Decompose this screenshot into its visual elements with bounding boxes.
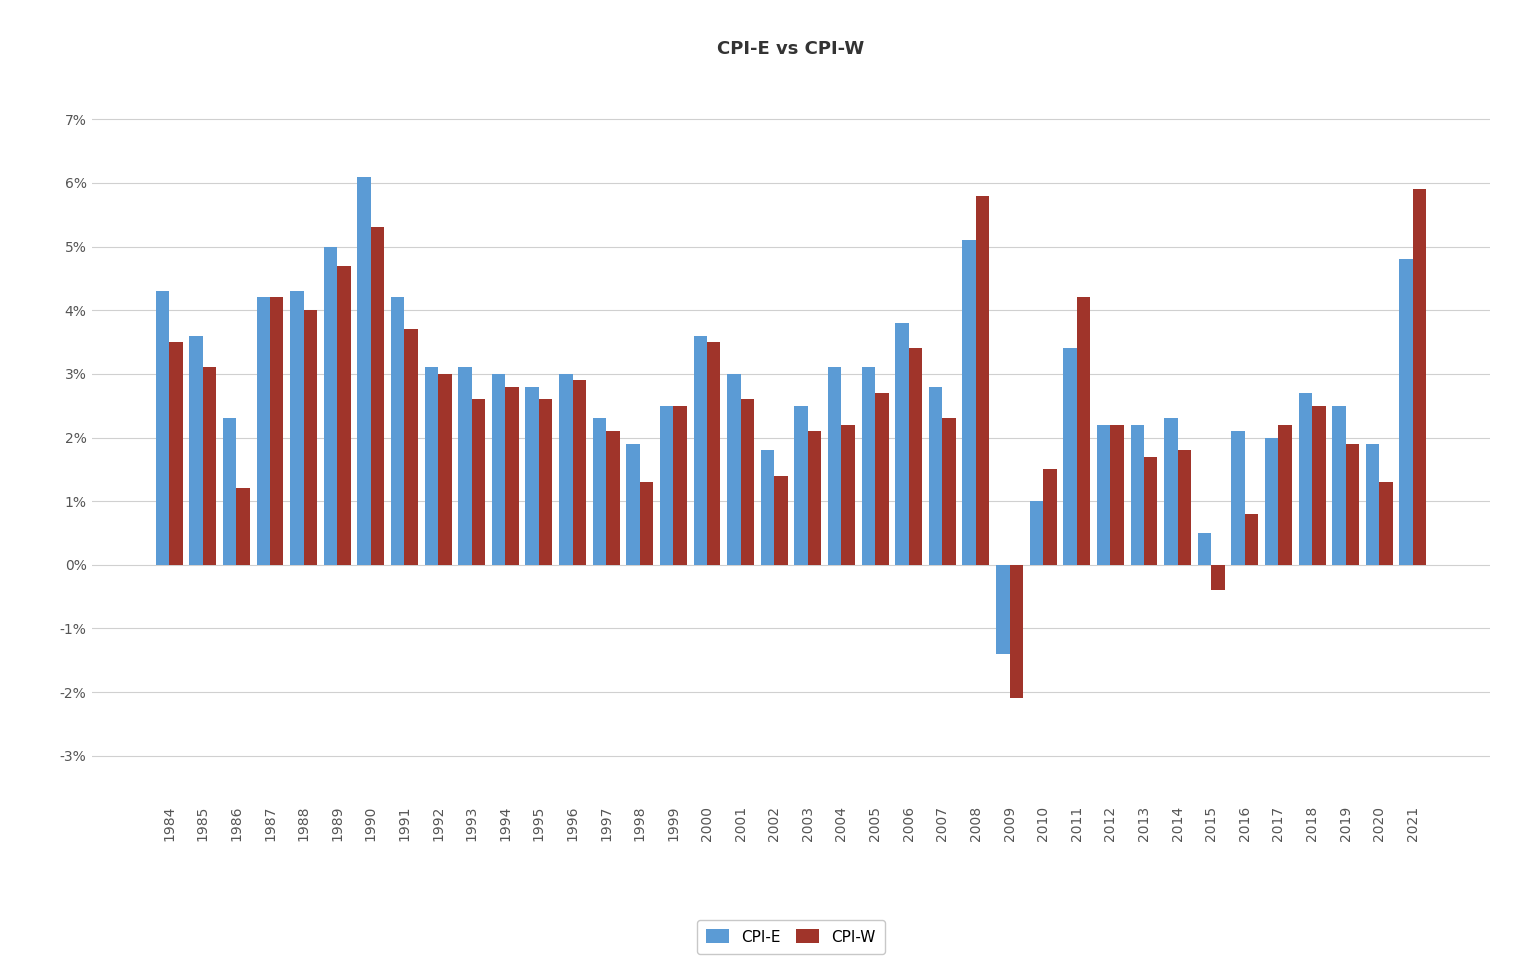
Bar [607, 431, 619, 565]
Bar [660, 406, 673, 565]
Bar [169, 342, 183, 565]
Bar [1144, 457, 1158, 565]
Bar [1366, 444, 1379, 565]
Bar [559, 374, 573, 565]
Bar [1077, 298, 1091, 565]
Bar [909, 348, 922, 565]
Bar [1298, 393, 1312, 565]
Bar [270, 298, 284, 565]
Bar [370, 227, 384, 565]
Bar [1312, 406, 1326, 565]
Bar [1130, 425, 1144, 565]
Bar [472, 399, 485, 565]
Bar [1232, 431, 1244, 565]
Bar [189, 336, 203, 565]
Bar [290, 291, 304, 565]
Bar [1111, 425, 1124, 565]
Bar [673, 406, 687, 565]
Bar [942, 419, 955, 565]
Bar [1278, 425, 1292, 565]
Bar [842, 425, 856, 565]
Bar [1266, 437, 1278, 565]
Bar [895, 323, 909, 565]
Bar [975, 195, 989, 565]
Bar [1164, 419, 1178, 565]
Bar [1009, 565, 1023, 699]
Bar [492, 374, 505, 565]
Bar [828, 368, 842, 565]
Bar [929, 386, 942, 565]
Bar [707, 342, 720, 565]
Bar [404, 329, 418, 565]
Bar [593, 419, 607, 565]
Bar [525, 386, 539, 565]
Bar [1399, 260, 1413, 565]
Bar [740, 399, 754, 565]
Bar [876, 393, 888, 565]
Bar [505, 386, 519, 565]
Bar [392, 298, 404, 565]
Bar [727, 374, 740, 565]
Bar [203, 368, 217, 565]
Bar [458, 368, 472, 565]
Bar [1097, 425, 1111, 565]
Bar [324, 247, 338, 565]
Bar [862, 368, 876, 565]
Bar [257, 298, 270, 565]
Bar [338, 265, 350, 565]
Bar [573, 381, 585, 565]
Bar [539, 399, 553, 565]
Bar [237, 488, 250, 565]
Title: CPI-E vs CPI-W: CPI-E vs CPI-W [717, 40, 865, 59]
Bar [1413, 189, 1427, 565]
Bar [304, 310, 316, 565]
Bar [1198, 533, 1212, 565]
Bar [1178, 450, 1190, 565]
Bar [223, 419, 237, 565]
Bar [1212, 565, 1224, 590]
Bar [627, 444, 641, 565]
Legend: CPI-E, CPI-W: CPI-E, CPI-W [697, 920, 885, 954]
Bar [963, 240, 975, 565]
Bar [997, 565, 1009, 654]
Bar [358, 177, 370, 565]
Bar [774, 475, 788, 565]
Bar [1244, 514, 1258, 565]
Bar [1346, 444, 1359, 565]
Bar [424, 368, 438, 565]
Bar [155, 291, 169, 565]
Bar [1029, 501, 1043, 565]
Bar [1063, 348, 1077, 565]
Bar [794, 406, 808, 565]
Bar [641, 482, 653, 565]
Bar [1379, 482, 1393, 565]
Bar [1332, 406, 1346, 565]
Bar [760, 450, 774, 565]
Bar [1043, 469, 1057, 565]
Bar [438, 374, 452, 565]
Bar [808, 431, 822, 565]
Bar [694, 336, 707, 565]
